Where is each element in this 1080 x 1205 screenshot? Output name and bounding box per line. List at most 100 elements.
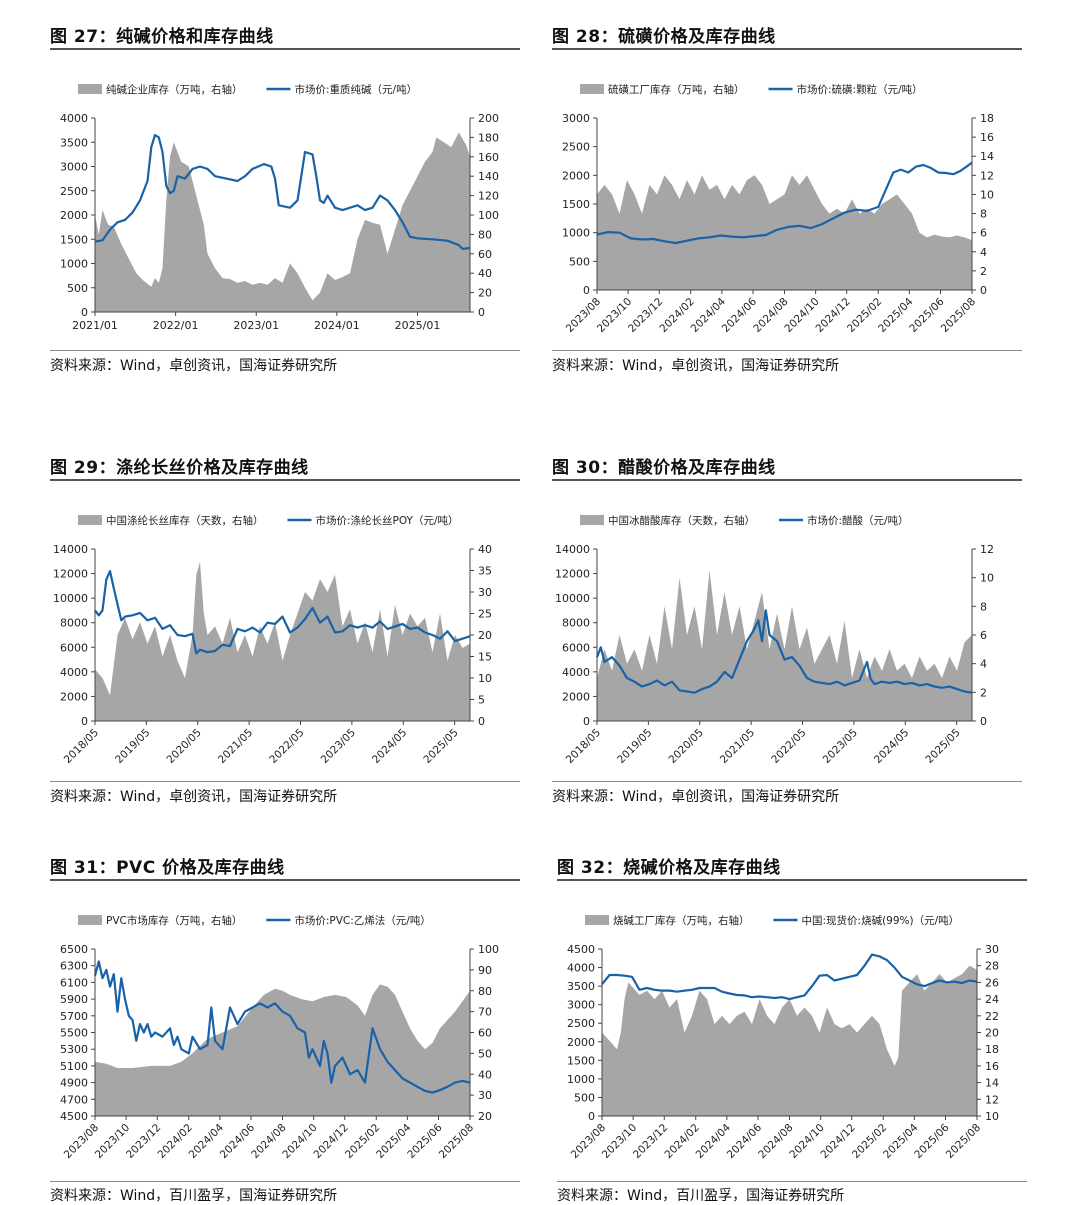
legend-area-label: PVC市场库存（万吨，右轴） [106,914,242,927]
left-tick-label: 5900 [60,993,88,1006]
right-tick-label: 18 [980,112,994,125]
price-line-series [601,953,978,1001]
left-tick-label: 5500 [60,1027,88,1040]
inventory-area-series [95,561,470,721]
chart-title: 图 31：PVC 价格及库存曲线 [50,858,285,878]
inventory-area-series [597,175,972,290]
legend-area-label: 硫磺工厂库存（万吨，右轴） [608,83,745,96]
right-tick-label: 60 [478,248,492,261]
right-tick-label: 180 [478,131,499,144]
left-tick-label: 4000 [60,666,88,679]
source-rule [557,1181,1027,1182]
right-tick-label: 100 [478,209,499,222]
source-rule [552,350,1022,351]
price-line-series [93,960,471,1094]
x-tick-label: 2025/05 [923,727,962,766]
left-tick-label: 6000 [60,641,88,654]
inventory-area-series [95,132,470,312]
left-tick-label: 8000 [562,617,590,630]
left-tick-label: 1500 [60,233,88,246]
chart-svg: 硫磺工厂库存（万吨，右轴） 市场价:硫磺:颗粒（元/吨） 0 500 1000 1500 2… [562,83,994,335]
source-rule [50,350,520,351]
legend-area-swatch [78,84,102,94]
x-tick-label: 2023/01 [233,319,279,332]
title-rule [50,48,520,50]
legend-line-label: 市场价:重质纯碱（元/吨） [295,83,418,96]
right-tick-label: 40 [478,543,492,556]
chart-legend: 中国涤纶长丝库存（天数，右轴） 市场价:涤纶长丝POY（元/吨） [78,514,459,527]
left-tick-label: 0 [583,715,590,728]
left-tick-label: 12000 [53,568,88,581]
legend-area-swatch [580,515,604,525]
left-tick-label: 12000 [555,568,590,581]
left-tick-label: 4000 [567,962,595,975]
legend-area-swatch [580,84,604,94]
chart-legend: PVC市场库存（万吨，右轴） 市场价:PVC:乙烯法（元/吨） [78,914,431,927]
chart-svg: 烧碱工厂库存（万吨，右轴） 中国:现货价:烧碱(99%)（元/吨） 0 500 1000… [567,914,999,1161]
price-line-series [595,609,973,694]
chart-svg: 纯碱企业库存（万吨，右轴） 市场价:重质纯碱（元/吨）05001000150020… [60,83,499,332]
left-tick-label: 6000 [562,641,590,654]
source-rule [50,1181,520,1182]
x-tick-label: 2021/01 [72,319,118,332]
right-tick-label: 100 [478,943,499,956]
x-tick-label: 2022/05 [267,727,306,766]
right-tick-label: 30 [478,586,492,599]
right-tick-label: 12 [980,169,994,182]
chart-title: 图 32：烧碱价格及库存曲线 [557,858,781,878]
source-note: 资料来源：Wind，百川盈孚，国海证券研究所 [557,1188,845,1204]
left-tick-label: 6100 [60,976,88,989]
chart-panel-29: 图 29：涤纶长丝价格及库存曲线 中国涤纶长丝库存（天数，右轴） 市场价:涤纶长丝… [50,453,520,813]
left-tick-label: 2500 [567,1017,595,1030]
right-tick-label: 14 [980,150,994,163]
left-tick-label: 1000 [60,258,88,271]
x-tick-label: 2021/05 [216,727,255,766]
right-tick-label: 14 [985,1077,999,1090]
right-tick-label: 6 [980,629,987,642]
x-tick-label: 2024/05 [872,727,911,766]
chart-legend: 硫磺工厂库存（万吨，右轴） 市场价:硫磺:颗粒（元/吨） [580,83,923,96]
left-tick-label: 14000 [53,543,88,556]
chart-panel-27: 图 27：纯碱价格和库存曲线 纯碱企业库存（万吨，右轴） 市场价:重质纯碱（元/吨… [50,22,520,382]
right-tick-label: 22 [985,1010,999,1023]
x-tick-label: 2025/01 [395,319,441,332]
chart-panel-28: 图 28：硫磺价格及库存曲线 硫磺工厂库存（万吨，右轴） 市场价:硫磺:颗粒（元/… [552,22,1022,382]
x-tick-label: 2020/05 [165,727,204,766]
right-tick-label: 24 [985,993,999,1006]
left-tick-label: 2500 [562,141,590,154]
left-tick-label: 6500 [60,943,88,956]
left-tick-label: 4500 [60,1110,88,1123]
left-tick-label: 0 [81,715,88,728]
right-tick-label: 8 [980,208,987,221]
right-tick-label: 10 [478,672,492,685]
x-tick-label: 2025/08 [939,296,978,335]
right-tick-label: 16 [980,131,994,144]
x-tick-label: 2024/01 [314,319,360,332]
left-tick-label: 2000 [60,690,88,703]
left-tick-label: 14000 [555,543,590,556]
source-note: 资料来源：Wind，百川盈孚，国海证券研究所 [50,1188,338,1204]
legend-area-swatch [585,915,609,925]
left-tick-label: 10000 [555,592,590,605]
x-tick-label: 2025/08 [944,1122,983,1161]
chart-svg: 中国冰醋酸库存（天数，右轴） 市场价:醋酸（元/吨）020004000600080… [555,514,994,766]
left-tick-label: 5100 [60,1060,88,1073]
left-tick-label: 2000 [562,690,590,703]
x-tick-label: 2021/05 [718,727,757,766]
title-rule [50,879,520,881]
left-tick-label: 3000 [567,999,595,1012]
left-tick-label: 3000 [562,112,590,125]
title-rule [557,879,1027,881]
chart-panel-30: 图 30：醋酸价格及库存曲线 中国冰醋酸库存（天数，右轴） 市场价:醋酸（元/吨）… [552,453,1022,813]
right-tick-label: 2 [980,265,987,278]
left-tick-label: 6300 [60,960,88,973]
right-tick-label: 6 [980,227,987,240]
right-tick-label: 120 [478,190,499,203]
right-tick-label: 10 [985,1110,999,1123]
left-tick-label: 4700 [60,1093,88,1106]
left-tick-label: 2000 [562,169,590,182]
left-tick-label: 2000 [567,1036,595,1049]
right-tick-label: 90 [478,964,492,977]
price-line-series [94,570,471,655]
source-note: 资料来源：Wind，卓创资讯，国海证券研究所 [50,789,338,805]
